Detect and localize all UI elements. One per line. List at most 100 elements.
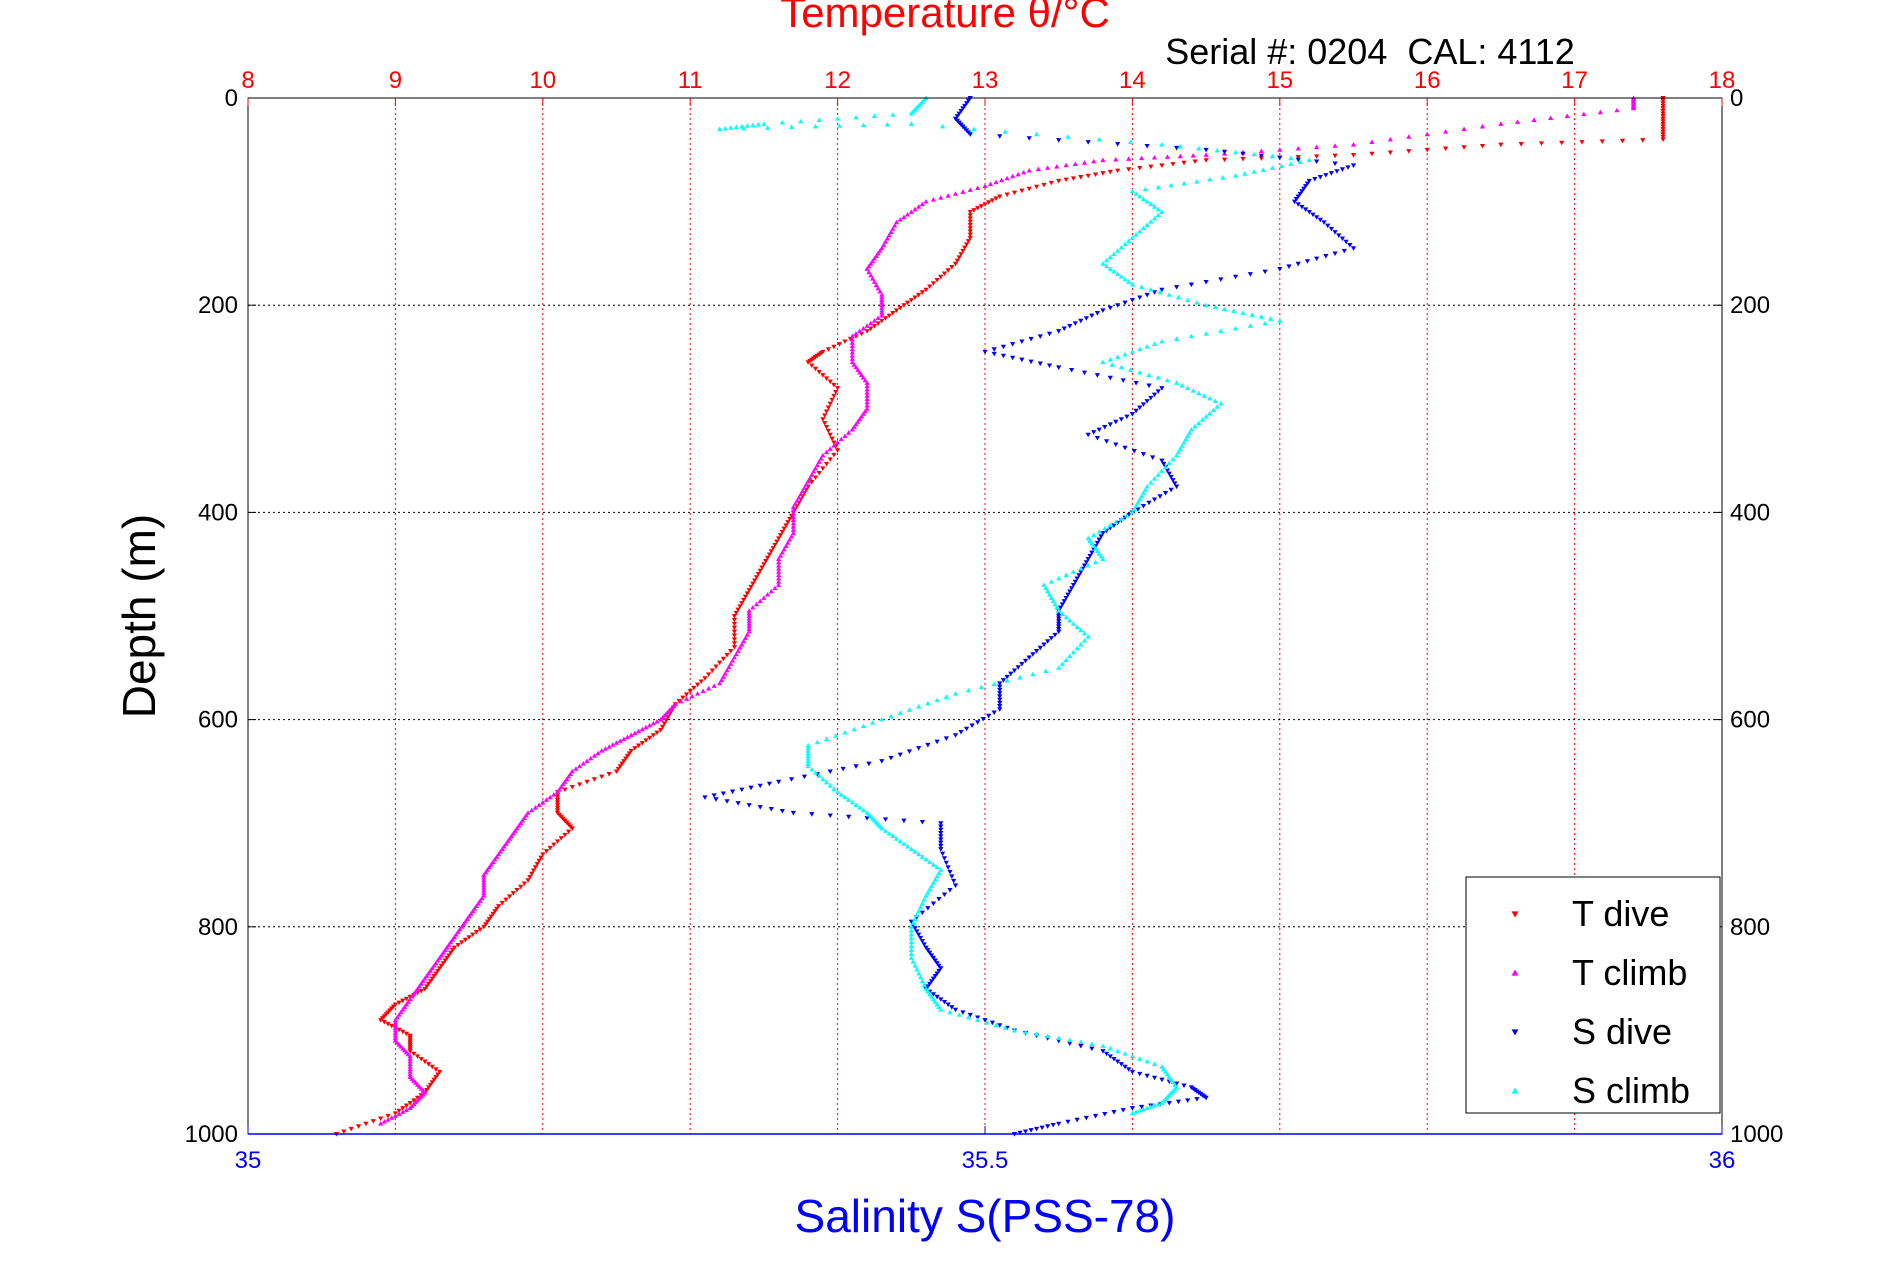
data-point <box>1155 184 1161 190</box>
data-point <box>886 232 892 238</box>
data-point <box>1107 375 1113 381</box>
data-point <box>1183 436 1189 442</box>
data-point <box>729 789 736 795</box>
data-point <box>1122 300 1128 306</box>
data-point <box>1325 223 1331 229</box>
data-point <box>997 704 1003 709</box>
data-point <box>912 206 918 212</box>
data-point <box>1118 244 1124 250</box>
data-point <box>916 292 922 298</box>
data-point <box>1159 163 1165 168</box>
data-point <box>1174 285 1180 290</box>
data-point <box>849 336 855 342</box>
data-point <box>853 331 859 336</box>
data-point <box>1232 325 1239 331</box>
data-point <box>650 720 656 726</box>
data-point <box>930 281 937 286</box>
data-point <box>385 1117 391 1122</box>
data-point <box>1057 605 1064 611</box>
data-point <box>1015 665 1021 670</box>
data-point <box>1201 393 1207 398</box>
data-point <box>908 924 914 929</box>
data-point <box>877 248 883 253</box>
data-point <box>1056 1035 1062 1041</box>
data-point <box>499 900 505 906</box>
data-point <box>457 926 463 932</box>
data-point <box>1096 427 1102 433</box>
data-point <box>683 696 690 701</box>
data-point <box>768 588 774 594</box>
data-point <box>1081 630 1088 636</box>
data-point <box>879 300 885 305</box>
data-point <box>658 728 664 733</box>
data-point <box>952 733 959 738</box>
data-point <box>764 592 771 597</box>
data-point <box>1231 308 1237 313</box>
data-point <box>846 797 852 802</box>
data-point <box>448 950 454 956</box>
data-point <box>1133 191 1139 196</box>
data-point <box>997 681 1003 686</box>
data-point <box>1067 1037 1073 1043</box>
data-point <box>1660 98 1666 104</box>
data-point <box>934 277 940 283</box>
data-point <box>497 849 504 854</box>
data-point <box>724 652 730 658</box>
data-point <box>1115 1059 1121 1065</box>
series-s-climb <box>717 95 1312 1116</box>
data-point <box>1295 202 1301 207</box>
data-point <box>982 349 988 355</box>
data-point <box>1599 139 1605 144</box>
data-point <box>772 585 778 591</box>
data-point <box>1267 316 1274 321</box>
data-point <box>1137 295 1143 301</box>
data-point <box>860 375 866 380</box>
data-point <box>1056 608 1062 613</box>
data-point <box>1159 1100 1165 1105</box>
data-point <box>1052 601 1058 607</box>
data-point <box>764 125 771 130</box>
data-point <box>425 970 432 976</box>
data-point <box>1068 586 1075 591</box>
data-point <box>741 125 747 131</box>
data-point <box>921 942 927 947</box>
data-point <box>584 779 590 785</box>
data-point <box>1203 279 1209 285</box>
data-point <box>392 1017 398 1022</box>
data-point <box>654 718 660 724</box>
data-point <box>757 783 763 789</box>
data-point <box>963 726 970 732</box>
data-point <box>729 658 736 663</box>
data-point <box>1207 176 1213 182</box>
data-point <box>934 697 940 703</box>
data-point <box>879 292 885 297</box>
data-point <box>602 746 609 751</box>
data-point <box>1039 1125 1045 1131</box>
data-point <box>1092 559 1099 565</box>
data-point <box>905 300 911 306</box>
data-point <box>1120 1108 1126 1113</box>
data-point <box>919 201 925 207</box>
data-point <box>798 491 804 497</box>
data-point <box>1369 151 1375 157</box>
data-point <box>529 871 535 877</box>
data-point <box>396 1111 402 1116</box>
data-point <box>1498 142 1504 148</box>
data-point <box>849 340 855 345</box>
data-point <box>790 507 796 513</box>
data-point <box>1048 595 1054 600</box>
data-point <box>901 303 907 308</box>
data-point <box>554 808 561 813</box>
data-point <box>873 282 879 288</box>
data-point <box>547 794 553 800</box>
data-point <box>1190 388 1196 393</box>
data-point <box>1302 207 1309 212</box>
data-point <box>938 274 944 280</box>
data-point <box>1100 531 1106 536</box>
data-point <box>967 219 973 225</box>
data-point <box>1619 138 1626 144</box>
data-point <box>825 405 831 411</box>
data-point <box>1174 380 1180 385</box>
data-point <box>407 1056 413 1061</box>
data-point <box>927 991 933 997</box>
